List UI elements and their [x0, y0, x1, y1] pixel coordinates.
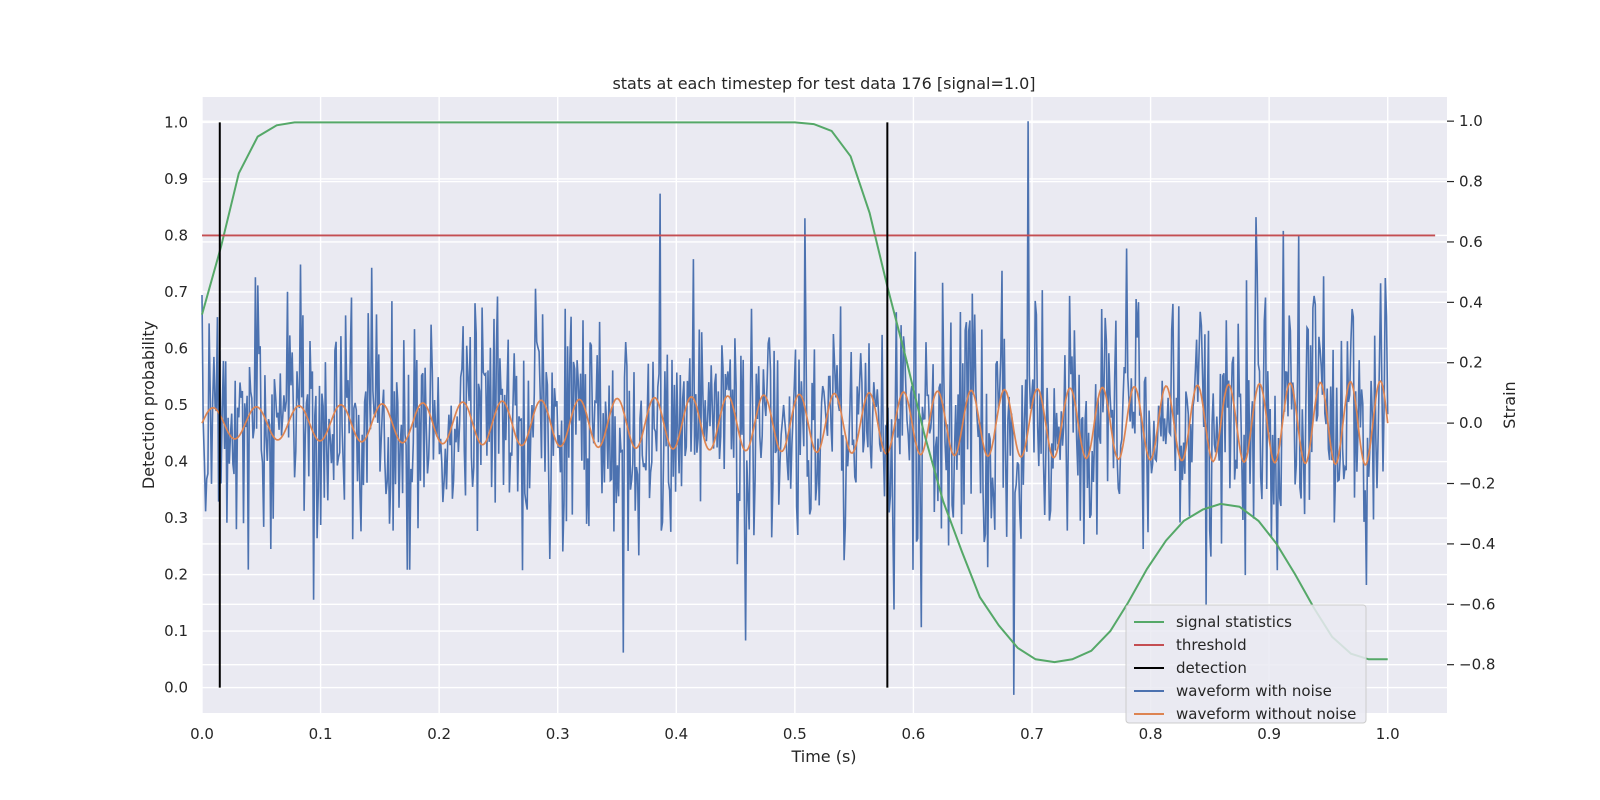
y-tick-label-left: 0.6 — [164, 339, 188, 357]
y-axis-label-right: Strain — [1500, 381, 1519, 428]
series-waveform-without-noise — [201, 379, 1389, 466]
x-axis-label: Time (s) — [790, 747, 856, 766]
x-tick-label: 0.7 — [1020, 725, 1044, 743]
y-tick-label-right: −0.2 — [1459, 475, 1495, 493]
y-tick-label-left: 0.8 — [164, 226, 188, 244]
series-layer — [201, 121, 1436, 695]
series-waveform-with-noise — [201, 121, 1389, 695]
y-tick-label-right: −0.4 — [1459, 535, 1495, 553]
y-tick-label-right: 0.8 — [1459, 173, 1483, 191]
y-tick-label-right: 0.2 — [1459, 354, 1483, 372]
x-tick-label: 0.0 — [190, 725, 214, 743]
x-tick-label: 0.2 — [427, 725, 451, 743]
x-tick-label: 1.0 — [1376, 725, 1400, 743]
y-tick-label-left: 0.5 — [164, 396, 188, 414]
y-tick-label-right: −0.8 — [1459, 656, 1495, 674]
y-tick-label-left: 0.9 — [164, 170, 188, 188]
y-tick-label-left: 0.4 — [164, 453, 188, 471]
x-axis: 0.0 0.1 0.2 0.3 0.4 0.5 0.6 0.7 0.8 0.9 1.0 — [190, 725, 1400, 743]
legend-label: waveform with noise — [1176, 682, 1332, 700]
x-tick-label: 0.4 — [664, 725, 688, 743]
x-tick-label: 0.6 — [901, 725, 925, 743]
y-tick-label-right: −0.6 — [1459, 595, 1495, 613]
legend-label: threshold — [1176, 636, 1247, 654]
y-tick-label-left: 1.0 — [164, 113, 188, 131]
legend-label: waveform without noise — [1176, 705, 1356, 723]
series-signal-statistics — [201, 121, 1388, 664]
y-tick-label-left: 0.2 — [164, 566, 188, 584]
y-tick-label-right: 0.0 — [1459, 414, 1483, 432]
legend-label: detection — [1176, 659, 1247, 677]
y-tick-label-right: 0.6 — [1459, 233, 1483, 251]
chart-title: stats at each timestep for test data 176… — [612, 74, 1035, 93]
x-tick-label: 0.3 — [546, 725, 570, 743]
y-axis-right: −0.8 −0.6 −0.4 −0.2 0.0 0.2 0.4 0.6 0.8 1.0 — [1447, 112, 1495, 674]
y-tick-label-right: 1.0 — [1459, 112, 1483, 130]
y-tick-label-left: 0.0 — [164, 679, 188, 697]
y-axis-label-left: Detection probability — [139, 321, 158, 489]
legend-box — [1125, 604, 1367, 724]
y-tick-label-right: 0.4 — [1459, 293, 1483, 311]
y-tick-label-left: 0.7 — [164, 283, 188, 301]
legend: signal statistics threshold detection wavef… — [1125, 604, 1367, 724]
x-tick-label: 0.8 — [1139, 725, 1163, 743]
y-axis-left: 0.0 0.1 0.2 0.3 0.4 0.5 0.6 0.7 0.8 0.9 1.0 — [164, 113, 188, 696]
y-tick-label-left: 0.3 — [164, 509, 188, 527]
x-tick-label: 0.9 — [1257, 725, 1281, 743]
x-tick-label: 0.1 — [309, 725, 333, 743]
legend-label: signal statistics — [1176, 613, 1292, 631]
x-tick-label: 0.5 — [783, 725, 807, 743]
y-tick-label-left: 0.1 — [164, 622, 188, 640]
